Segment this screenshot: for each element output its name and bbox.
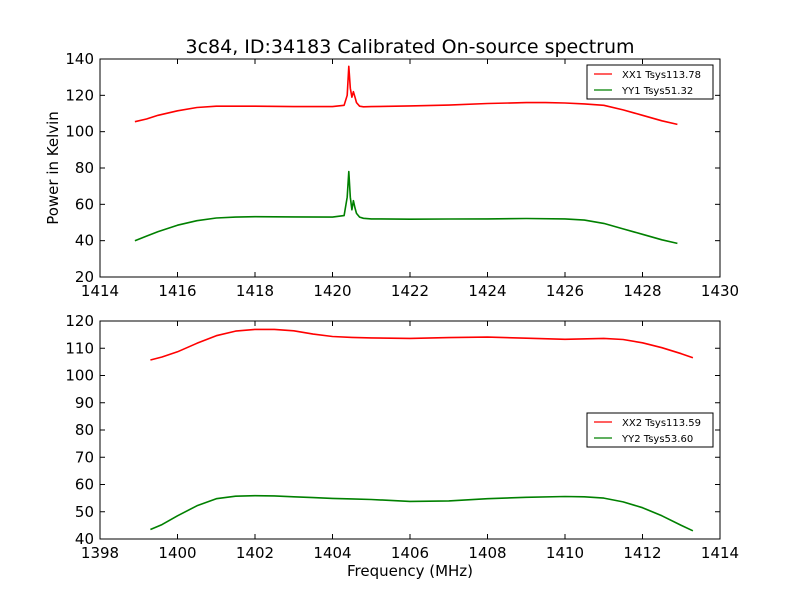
y-tick-label: 50 [75, 503, 94, 521]
bottom-plot-area: 1398 1400 1402 1404 1406 1408 1410 1412 1414 40 50… [65, 312, 739, 562]
bottom-axes-frame [99, 320, 721, 540]
x-tick-label: 1398 [81, 544, 119, 562]
x-tick-label: 1426 [546, 282, 584, 300]
x-tick-label: 1430 [701, 282, 739, 300]
y-tick-label: 110 [65, 339, 94, 357]
top-spectrum-axes: 3c84, ID:34183 Calibrated On-source spec… [44, 36, 739, 300]
x-tick-label: 1410 [546, 544, 584, 562]
y-tick-label: 80 [75, 159, 94, 177]
series-line-xx1 [134, 65, 678, 126]
y-tick-label: 120 [65, 312, 94, 330]
y-tick-label: 60 [75, 476, 94, 494]
bottom-legend: XX2 Tsys113.59 YY2 Tsys53.60 [586, 412, 714, 448]
y-tick-label: 80 [75, 421, 94, 439]
x-tick-label: 1424 [468, 282, 506, 300]
legend-label-yy2: YY2 Tsys53.60 [621, 434, 693, 445]
x-tick-label: 1422 [391, 282, 429, 300]
top-axes-frame [99, 58, 721, 278]
x-tick-label: 1400 [158, 544, 196, 562]
series-line-yy2 [150, 494, 694, 532]
y-axis-label: Power in Kelvin [44, 111, 62, 225]
x-tick-label: 1414 [81, 282, 119, 300]
x-axis-label: Frequency (MHz) [347, 562, 473, 580]
top-plot-area: 1414 1416 1418 1420 1422 1424 1426 1428 1430 20 40… [65, 50, 739, 300]
bottom-spectrum-axes: 1398 1400 1402 1404 1406 1408 1410 1412 1414 40 50… [65, 312, 739, 580]
y-tick-label: 20 [75, 268, 94, 286]
x-tick-label: 1414 [701, 544, 739, 562]
y-tick-label: 100 [65, 123, 94, 141]
y-tick-label: 140 [65, 50, 94, 68]
x-tick-label: 1418 [236, 282, 274, 300]
x-tick-label: 1416 [158, 282, 196, 300]
y-tick-label: 90 [75, 394, 94, 412]
legend-box [586, 64, 714, 100]
x-tick-label: 1408 [468, 544, 506, 562]
y-tick-label: 100 [65, 367, 94, 385]
x-tick-label: 1420 [313, 282, 351, 300]
x-tick-label: 1404 [313, 544, 351, 562]
top-legend: XX1 Tsys113.78 YY1 Tsys51.32 [586, 64, 714, 100]
x-tick-label: 1428 [623, 282, 661, 300]
chart-title: 3c84, ID:34183 Calibrated On-source spec… [185, 36, 634, 58]
legend-box [586, 412, 714, 448]
x-tick-label: 1406 [391, 544, 429, 562]
y-tick-label: 70 [75, 448, 94, 466]
legend-label-xx1: XX1 Tsys113.78 [622, 70, 701, 81]
series-line-yy1 [134, 170, 678, 245]
series-line-xx2 [150, 328, 694, 361]
y-tick-label: 120 [65, 86, 94, 104]
legend-label-xx2: XX2 Tsys113.59 [622, 418, 701, 429]
legend-label-yy1: YY1 Tsys51.32 [621, 86, 693, 97]
y-tick-label: 40 [75, 232, 94, 250]
y-tick-label: 60 [75, 195, 94, 213]
x-tick-label: 1412 [623, 544, 661, 562]
x-tick-label: 1402 [236, 544, 274, 562]
y-tick-label: 40 [75, 530, 94, 548]
